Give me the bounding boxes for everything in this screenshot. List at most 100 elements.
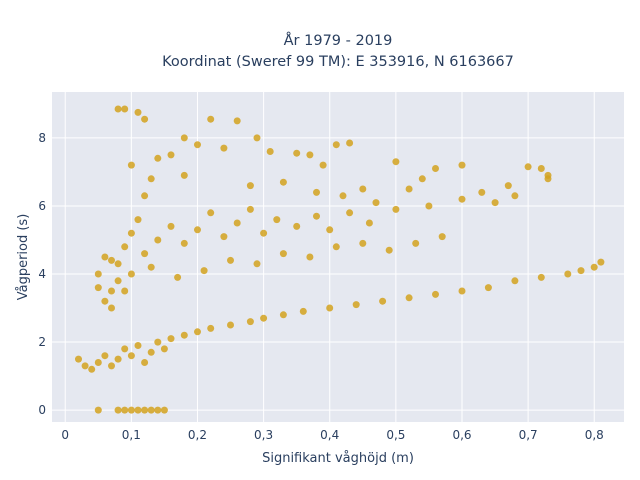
y-tick-label: 8 xyxy=(38,131,46,145)
data-point xyxy=(524,163,532,171)
data-point xyxy=(167,335,175,343)
data-point xyxy=(108,287,115,295)
data-point xyxy=(392,205,400,213)
data-point xyxy=(306,151,314,159)
data-point xyxy=(194,226,201,234)
x-tick-labels: 0 0,1 0,2 0,3 0,4 0,5 0,6 0,7 0,8 xyxy=(61,428,603,442)
data-point xyxy=(94,284,102,292)
data-point xyxy=(233,219,241,227)
data-point xyxy=(253,134,261,142)
data-point xyxy=(260,229,268,237)
data-point xyxy=(306,253,314,261)
data-point xyxy=(279,250,287,258)
y-tick-label: 6 xyxy=(38,199,46,213)
data-point xyxy=(372,199,380,207)
data-point xyxy=(160,345,168,353)
data-point xyxy=(134,342,142,349)
data-point xyxy=(359,185,367,193)
data-point xyxy=(141,250,149,258)
data-point xyxy=(94,359,102,366)
data-point xyxy=(160,406,168,414)
data-point xyxy=(478,188,486,196)
data-point xyxy=(313,188,320,196)
data-point xyxy=(154,338,162,346)
data-point xyxy=(279,311,287,319)
data-point xyxy=(458,287,466,295)
data-point xyxy=(504,182,512,190)
data-point xyxy=(246,318,254,326)
data-point xyxy=(458,195,466,203)
data-point xyxy=(564,270,572,278)
data-point xyxy=(127,352,135,360)
x-tick-label: 0,6 xyxy=(452,428,471,442)
data-point xyxy=(385,246,393,254)
data-point xyxy=(227,256,234,264)
data-point xyxy=(405,294,413,302)
data-point xyxy=(194,328,201,336)
data-point xyxy=(75,355,82,363)
data-point xyxy=(167,222,175,230)
data-point xyxy=(154,406,162,414)
data-point xyxy=(141,359,149,366)
data-point xyxy=(147,175,155,183)
data-point xyxy=(94,406,102,414)
x-tick-label: 0,5 xyxy=(386,428,405,442)
y-tick-label: 0 xyxy=(38,403,46,417)
data-point xyxy=(253,260,261,268)
data-point xyxy=(491,199,499,207)
data-point xyxy=(121,345,129,353)
data-point xyxy=(134,216,142,224)
x-tick-label: 0,8 xyxy=(585,428,604,442)
data-point xyxy=(438,233,446,241)
data-point xyxy=(180,331,188,339)
data-point xyxy=(147,406,155,414)
data-point xyxy=(147,263,155,271)
x-tick-label: 0,4 xyxy=(320,428,339,442)
data-point xyxy=(359,239,367,247)
data-point xyxy=(108,304,115,312)
data-point xyxy=(332,141,340,149)
x-tick-label: 0 xyxy=(61,428,69,442)
y-axis-title: Vågperiod (s) xyxy=(16,214,31,301)
data-point xyxy=(114,105,122,113)
x-tick-label: 0,2 xyxy=(188,428,207,442)
data-point xyxy=(127,161,135,169)
data-point xyxy=(260,314,268,322)
data-point xyxy=(392,158,400,166)
data-point xyxy=(180,134,188,142)
data-point xyxy=(88,365,96,373)
data-point xyxy=(121,243,129,251)
data-point xyxy=(101,253,109,261)
data-point xyxy=(537,273,545,281)
data-point xyxy=(246,182,254,190)
data-point xyxy=(266,148,274,155)
data-point xyxy=(141,115,149,123)
data-point xyxy=(279,178,287,186)
data-point xyxy=(577,267,585,275)
data-point xyxy=(101,352,109,360)
data-point xyxy=(339,192,347,200)
data-point xyxy=(141,192,149,200)
data-point xyxy=(134,108,142,116)
data-point xyxy=(220,144,228,152)
data-point xyxy=(180,171,188,179)
data-point xyxy=(207,209,215,217)
data-point xyxy=(174,273,182,281)
data-point xyxy=(352,301,360,309)
data-point xyxy=(246,205,254,213)
data-point xyxy=(94,270,102,278)
data-point xyxy=(108,256,115,264)
data-point xyxy=(537,165,545,172)
data-point xyxy=(484,284,492,292)
data-point xyxy=(233,117,241,125)
data-point xyxy=(207,115,215,123)
data-point xyxy=(458,161,466,169)
data-point xyxy=(207,324,215,332)
data-point xyxy=(365,219,373,227)
data-point xyxy=(141,406,149,414)
data-point xyxy=(121,105,129,113)
data-point xyxy=(114,406,122,414)
data-point xyxy=(326,226,334,234)
data-point xyxy=(194,141,201,149)
data-point xyxy=(293,149,301,157)
